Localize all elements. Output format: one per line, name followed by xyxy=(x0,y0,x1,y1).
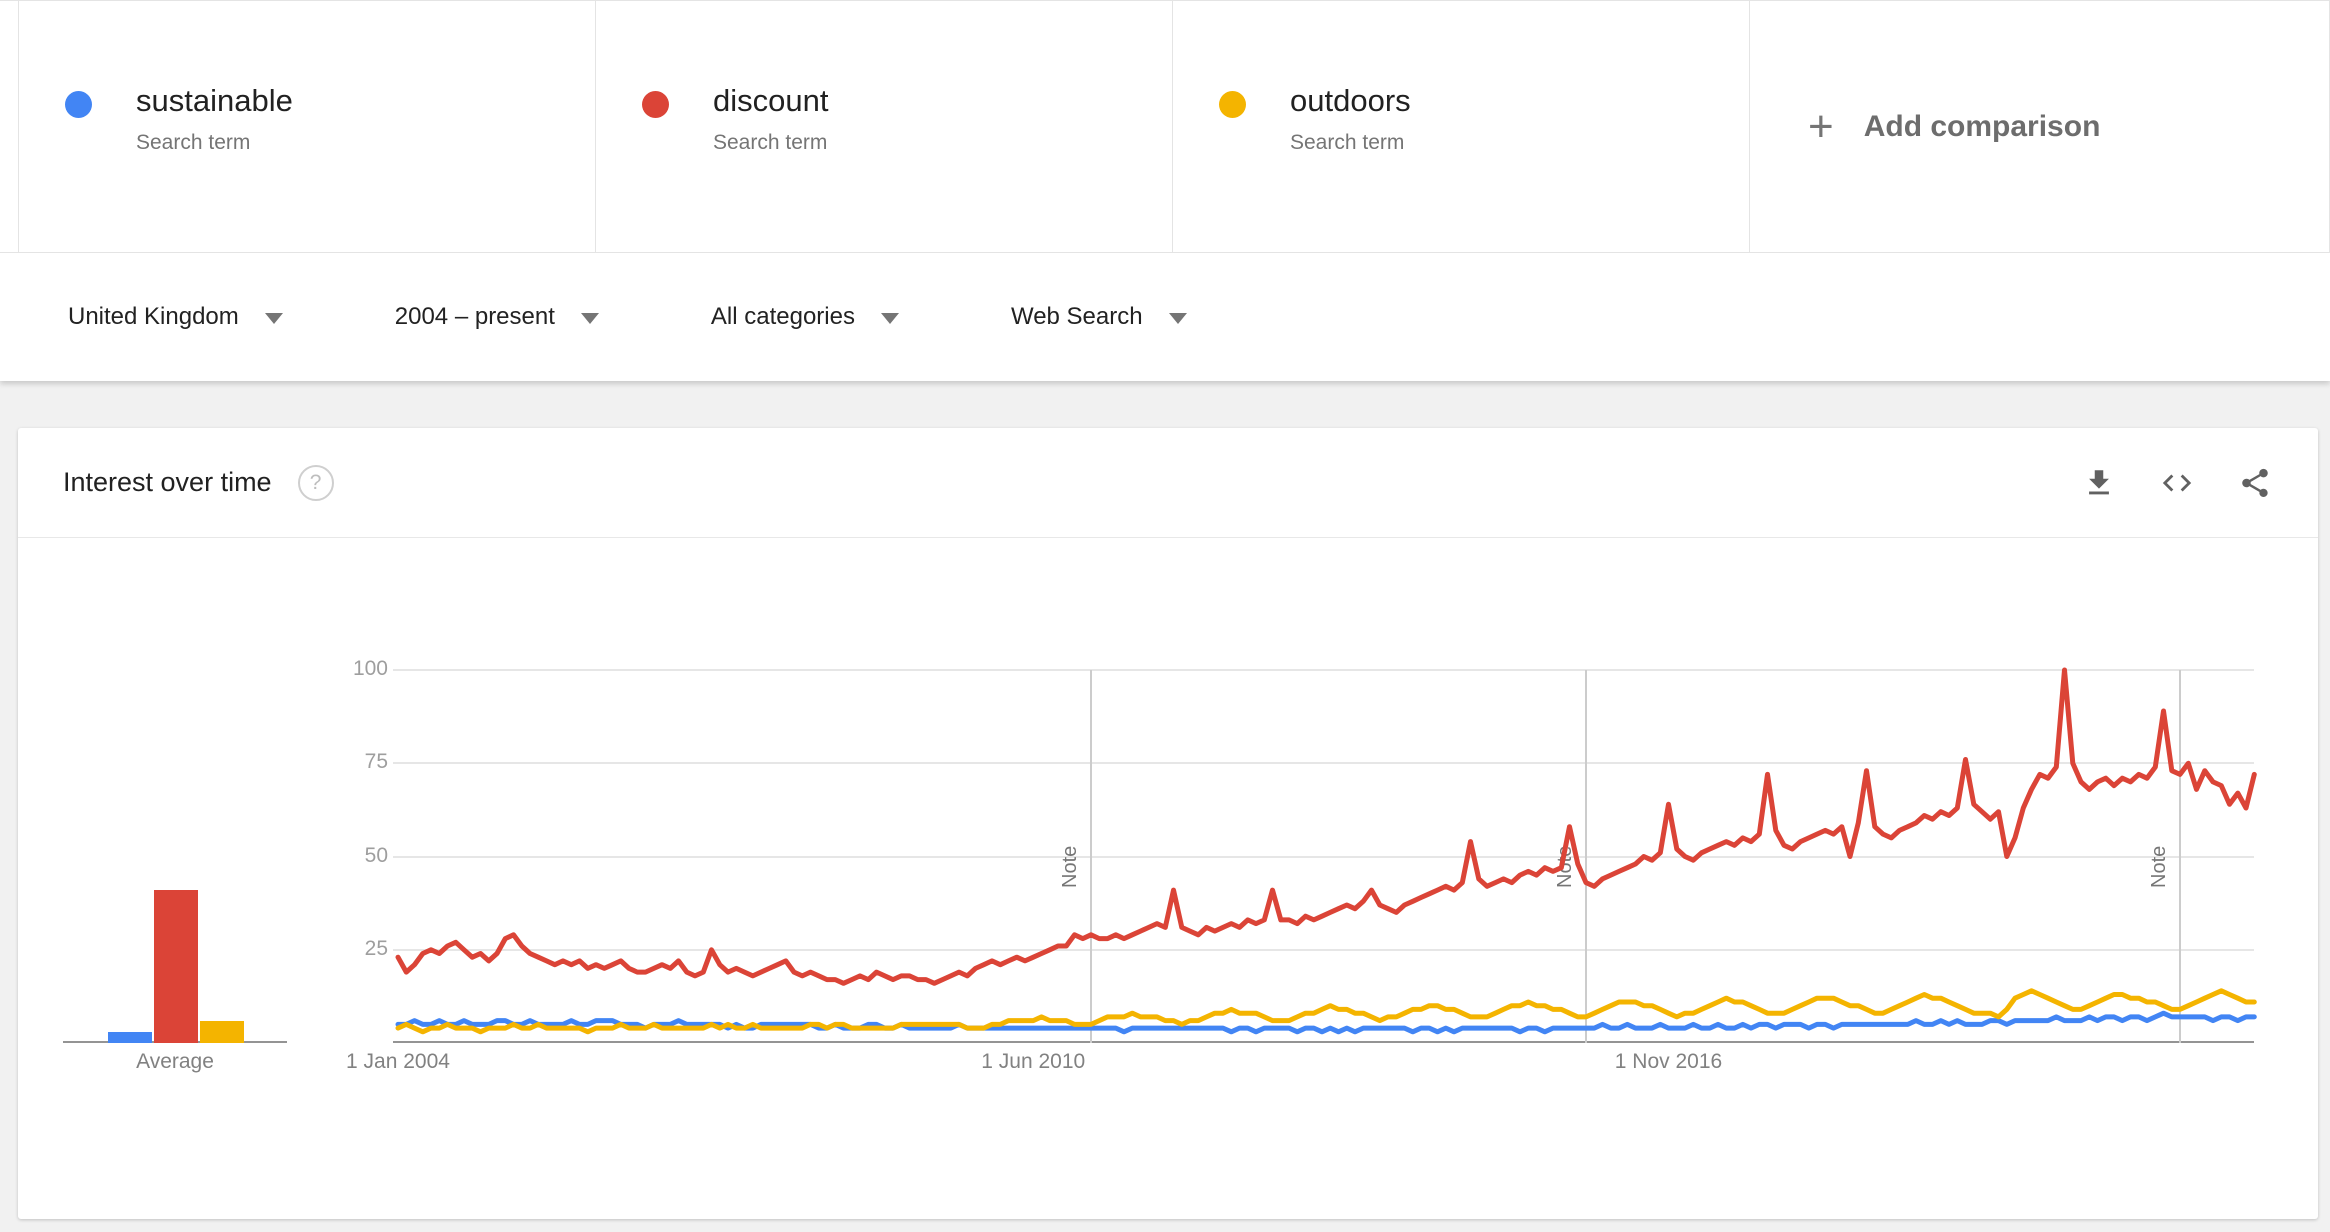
filter-search-type-dropdown[interactable]: Web Search xyxy=(1011,303,1187,331)
plus-icon: + xyxy=(1808,101,1834,151)
series-line-discount xyxy=(395,667,2257,986)
x-axis-label: 1 Jan 2004 xyxy=(346,1050,450,1073)
term-label: discount xyxy=(713,83,829,118)
filter-time-range-dropdown[interactable]: 2004 – present xyxy=(395,303,599,331)
term-color-dot xyxy=(642,91,669,118)
gridline xyxy=(393,948,2254,951)
term-card-discount[interactable]: discount Search term xyxy=(595,1,1172,252)
term-type-label: Search term xyxy=(1290,131,1405,154)
add-comparison-button[interactable]: + Add comparison xyxy=(1749,1,2330,252)
interest-over-time-chart[interactable]: 100 75 50 25 Note Note Note 1 Jan 2004 1 Jun 201… xyxy=(18,538,2318,1219)
note-line[interactable] xyxy=(2179,670,2181,1043)
x-axis-label: 1 Nov 2016 xyxy=(1614,1050,1723,1073)
average-label: Average xyxy=(136,1050,214,1073)
filters-row: United Kingdom 2004 – present All catego… xyxy=(0,253,2330,380)
gridline xyxy=(393,855,2254,858)
avg-bar-sustainable xyxy=(108,1032,152,1043)
term-color-dot xyxy=(65,91,92,118)
y-axis-label: 75 xyxy=(364,750,388,774)
term-card-sustainable[interactable]: sustainable Search term xyxy=(18,1,595,252)
filter-search-type-label: Web Search xyxy=(1010,302,1143,330)
embed-button[interactable] xyxy=(2160,466,2194,500)
chevron-down-icon xyxy=(264,312,283,324)
avg-bar-outdoors xyxy=(200,1021,244,1043)
note-line[interactable] xyxy=(1090,670,1092,1043)
term-type-label: Search term xyxy=(136,131,251,154)
chevron-down-icon xyxy=(580,312,599,324)
note-line[interactable] xyxy=(1585,670,1587,1043)
y-axis-label: 50 xyxy=(364,843,388,867)
filter-region-dropdown[interactable]: United Kingdom xyxy=(68,303,283,331)
chevron-down-icon xyxy=(1168,312,1187,324)
download-icon xyxy=(2089,469,2109,494)
term-texts: sustainable Search term xyxy=(136,82,293,155)
x-axis-label: 1 Jun 2010 xyxy=(981,1050,1086,1073)
filter-category-dropdown[interactable]: All categories xyxy=(711,303,899,331)
term-label: sustainable xyxy=(136,83,293,118)
add-comparison-label: Add comparison xyxy=(1863,109,2101,143)
y-axis-label: 25 xyxy=(364,936,388,960)
chart-baseline xyxy=(393,1041,2254,1043)
share-button[interactable] xyxy=(2238,466,2272,500)
filter-time-range-label: 2004 – present xyxy=(394,302,555,330)
embed-icon xyxy=(2162,474,2192,491)
help-icon[interactable]: ? xyxy=(297,464,334,501)
download-button[interactable] xyxy=(2082,466,2116,500)
share-icon xyxy=(2242,468,2268,497)
filter-category-label: All categories xyxy=(710,302,855,330)
term-texts: discount Search term xyxy=(713,82,828,155)
term-label: outdoors xyxy=(1290,83,1411,118)
term-type-label: Search term xyxy=(713,131,828,154)
panel-title: Interest over time xyxy=(63,467,272,497)
chevron-down-icon xyxy=(880,312,899,324)
avg-bar-discount xyxy=(154,890,198,1043)
filter-region-label: United Kingdom xyxy=(68,302,239,330)
term-card-outdoors[interactable]: outdoors Search term xyxy=(1172,1,1749,252)
interest-over-time-card: Interest over time ? 100 75 50 25 Note Note No… xyxy=(18,428,2318,1219)
gridline xyxy=(393,669,2254,671)
series-line-outdoors xyxy=(395,988,2257,1035)
card-header: Interest over time ? xyxy=(18,428,2318,538)
gridline xyxy=(393,762,2254,765)
compare-strip: sustainable Search term discount Search … xyxy=(0,0,2330,381)
term-color-dot xyxy=(1219,91,1246,118)
trend-lines-svg[interactable] xyxy=(18,538,2318,1219)
terms-row: sustainable Search term discount Search … xyxy=(0,0,2330,253)
term-texts: outdoors Search term xyxy=(1290,82,1411,155)
y-axis-label: 100 xyxy=(352,657,388,680)
